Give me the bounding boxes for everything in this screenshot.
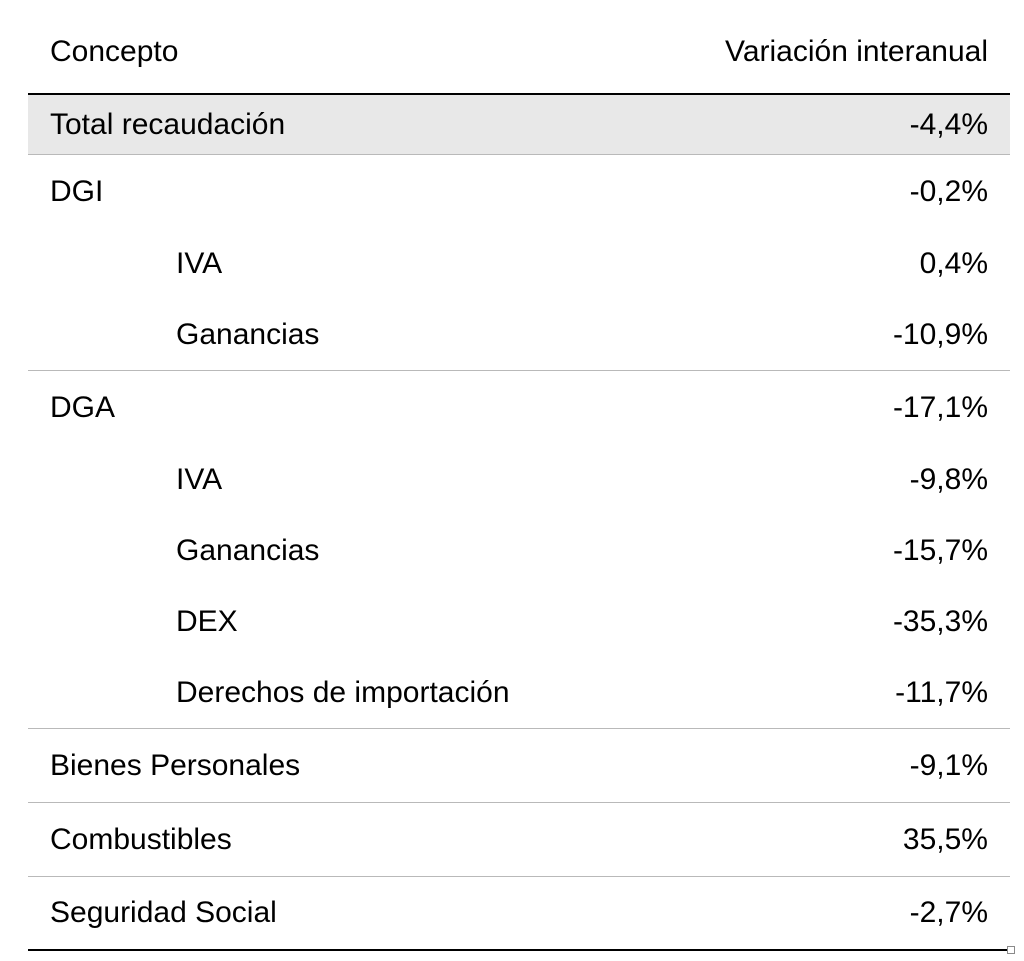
row-concept: Bienes Personales: [50, 748, 301, 782]
row-concept: Total recaudación: [50, 107, 286, 141]
row-value: -17,1%: [892, 390, 988, 424]
variation-table: Concepto Variación interanual Total reca…: [28, 0, 1010, 951]
table-row-dgi-iva: IVA 0,4%: [28, 228, 1010, 299]
row-value: -10,9%: [892, 317, 988, 351]
row-concept: DGI: [50, 174, 104, 208]
row-value: 35,5%: [902, 822, 988, 856]
table-row-bienes-personales: Bienes Personales -9,1%: [28, 729, 1010, 803]
table-row-dga-iva: IVA -9,8%: [28, 444, 1010, 515]
row-value: -11,7%: [895, 675, 988, 709]
row-value: 0,4%: [919, 246, 988, 280]
row-concept: Ganancias: [176, 317, 320, 351]
row-concept: DGA: [50, 390, 116, 424]
header-concept: Concepto: [50, 35, 179, 68]
row-value: -4,4%: [909, 107, 988, 141]
row-value: -9,8%: [909, 462, 988, 496]
table-row-dga-derechos: Derechos de importación -11,7%: [28, 657, 1010, 729]
table-header: Concepto Variación interanual: [28, 0, 1010, 95]
row-value: -2,7%: [909, 896, 988, 929]
table-row-dgi-ganancias: Ganancias -10,9%: [28, 299, 1010, 371]
row-concept: Derechos de importación: [176, 675, 510, 709]
row-value: -9,1%: [909, 748, 988, 782]
row-concept: Combustibles: [50, 822, 232, 856]
table-row-dga: DGA -17,1%: [28, 371, 1010, 444]
table-row-dga-ganancias: Ganancias -15,7%: [28, 515, 1010, 586]
row-concept: IVA: [176, 246, 223, 280]
row-concept: DEX: [176, 604, 238, 638]
row-value: -35,3%: [892, 604, 988, 638]
row-value: -15,7%: [892, 533, 988, 567]
row-concept: IVA: [176, 462, 223, 496]
table-row-dga-dex: DEX -35,3%: [28, 586, 1010, 657]
row-concept: Seguridad Social: [50, 896, 277, 929]
header-variation: Variación interanual: [725, 35, 988, 68]
table-row-dgi: DGI -0,2%: [28, 155, 1010, 228]
row-concept: Ganancias: [176, 533, 320, 567]
table-row-total: Total recaudación -4,4%: [28, 95, 1010, 155]
table-row-seguridad-social: Seguridad Social -2,7%: [28, 877, 1010, 951]
resize-handle[interactable]: [1007, 946, 1015, 954]
table-row-combustibles: Combustibles 35,5%: [28, 803, 1010, 877]
row-value: -0,2%: [909, 174, 988, 208]
